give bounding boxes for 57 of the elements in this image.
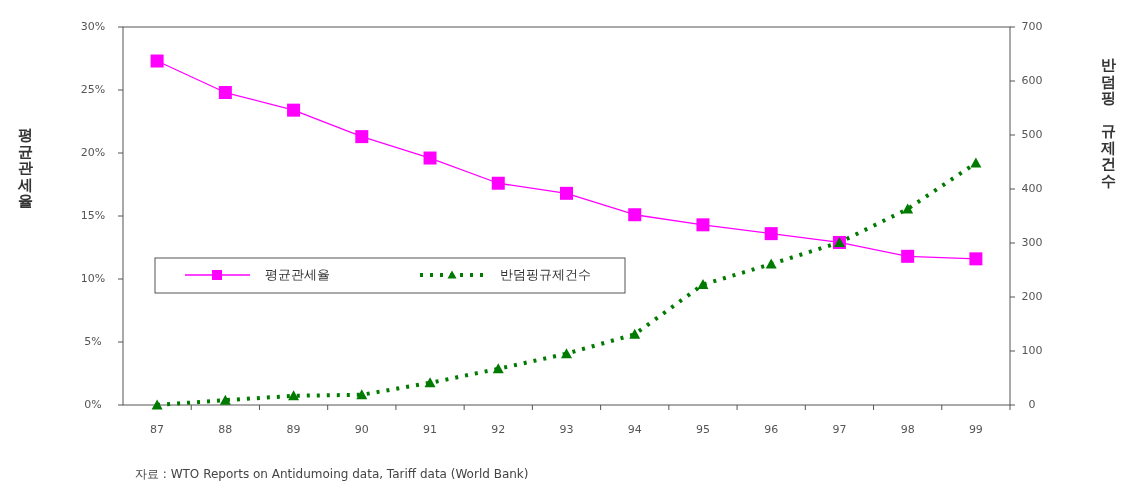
point: [424, 377, 436, 388]
point: [150, 54, 164, 68]
point: [287, 103, 301, 117]
point: [901, 249, 915, 263]
point: [492, 363, 504, 374]
text: 자료 : WTO Reports on Antidumoing data, Tariff data (World Bank): [135, 467, 529, 481]
x-tick-label: 88: [218, 423, 233, 436]
y2-tick-label: 100: [1021, 344, 1043, 357]
point: [628, 208, 642, 222]
point: [764, 227, 778, 241]
point: [356, 389, 368, 400]
y2-tick-label: 700: [1021, 20, 1043, 33]
x-tick-label: 95: [695, 423, 710, 436]
y2-tick-label: 200: [1021, 290, 1043, 303]
y-tick-label: 15%: [80, 209, 106, 222]
y-tick-label: 30%: [80, 20, 106, 33]
point: [696, 218, 710, 232]
point: [902, 203, 914, 214]
x-tick-label: 94: [627, 423, 642, 436]
x-tick-label: 91: [423, 423, 438, 436]
point: [697, 279, 709, 290]
x-tick-label: 87: [150, 423, 165, 436]
point: [218, 86, 232, 100]
legend-label: 평균관세율: [265, 266, 330, 282]
y2-axis-title: 반덤핑 규제건수: [1099, 56, 1116, 190]
legend-label: 반덤핑규제건수: [500, 266, 591, 282]
x-tick-label: 98: [900, 423, 915, 436]
point: [765, 258, 777, 269]
y-tick-label: 20%: [80, 146, 106, 159]
y2-tick-label: 600: [1021, 74, 1043, 87]
point: [491, 176, 505, 190]
x-tick-label: 93: [559, 423, 574, 436]
x-tick-label: 97: [832, 423, 847, 436]
point: [629, 328, 641, 339]
x-tick-label: 99: [968, 423, 983, 436]
y-axis-title: 평균관세율: [16, 126, 33, 210]
point: [423, 151, 437, 165]
y2-tick-label: 500: [1021, 128, 1043, 141]
y2-tick-label: 300: [1021, 236, 1043, 249]
y-tick-label: 25%: [80, 83, 106, 96]
point: [288, 390, 300, 401]
x-tick-label: 92: [491, 423, 506, 436]
point: [219, 394, 231, 405]
y-tick-label: 5%: [84, 335, 102, 348]
point: [970, 157, 982, 168]
x-tick-label: 96: [764, 423, 779, 436]
point: [151, 399, 163, 410]
y-tick-label: 0%: [84, 398, 102, 411]
point: [560, 186, 573, 200]
point: [969, 252, 983, 266]
y2-tick-label: 0: [1028, 398, 1036, 411]
x-tick-label: 90: [354, 423, 369, 436]
x-tick-label: 89: [286, 423, 301, 436]
y2-tick-label: 400: [1021, 182, 1043, 195]
point: [355, 130, 369, 144]
y-tick-label: 10%: [80, 272, 106, 285]
point: [561, 348, 572, 359]
